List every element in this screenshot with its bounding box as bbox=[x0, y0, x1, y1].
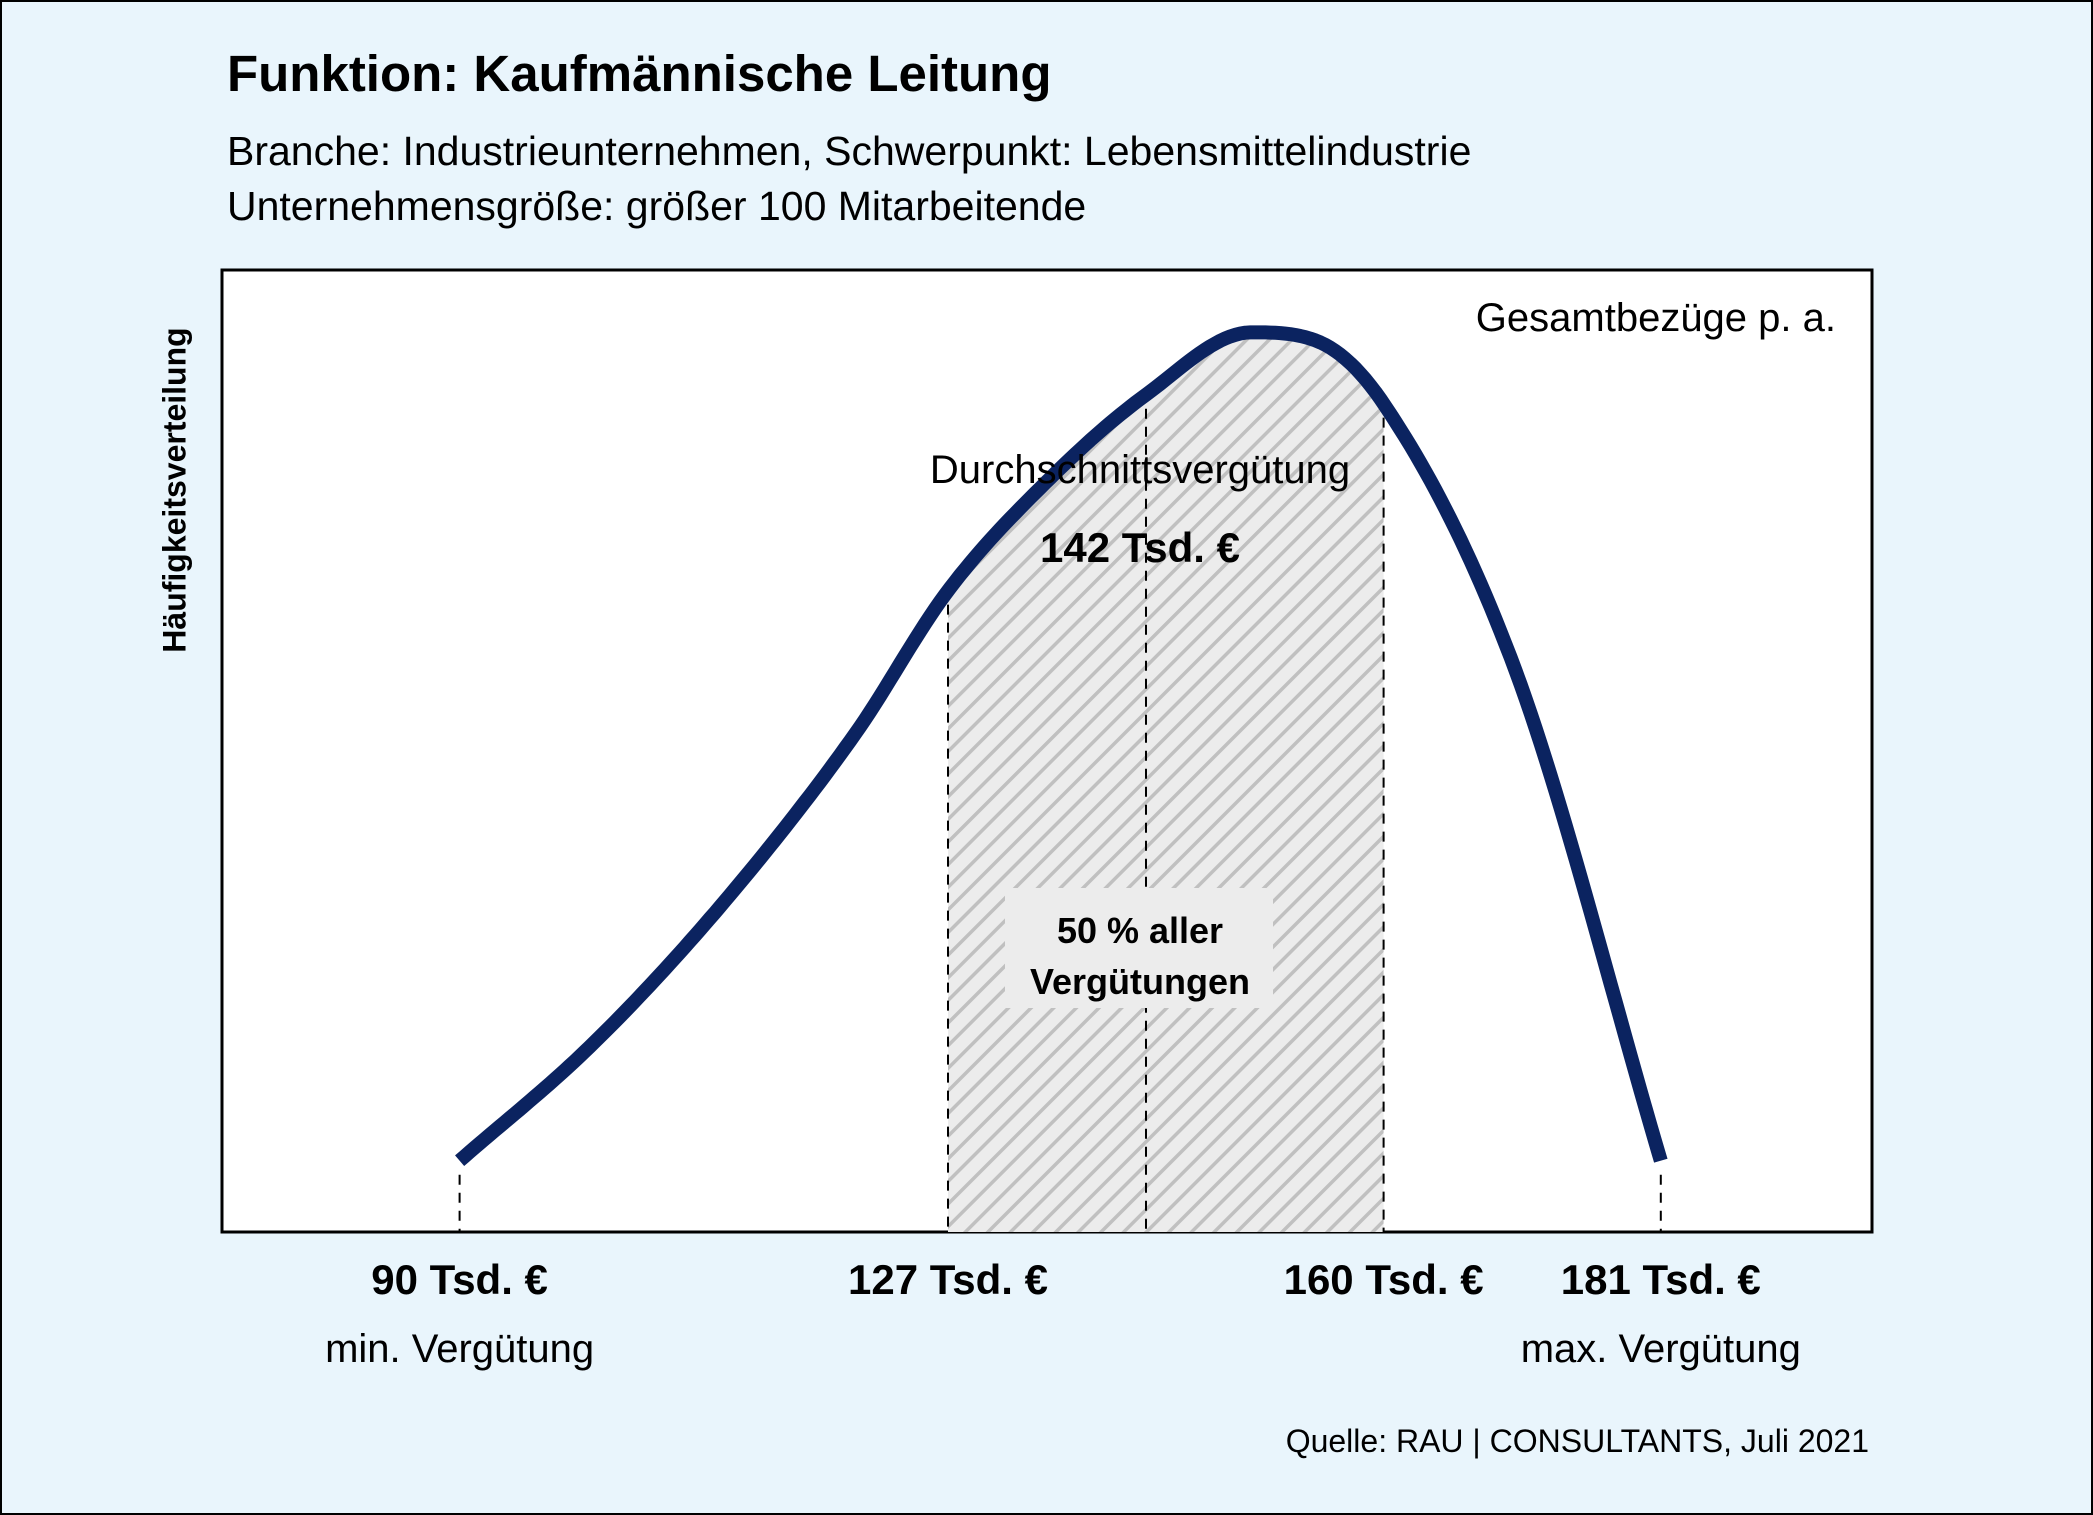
band-label-line2: Vergütungen bbox=[1030, 961, 1250, 1002]
tick-caption-0: min. Vergütung bbox=[325, 1327, 594, 1371]
chart-subtitle-industry: Branche: Industrieunternehmen, Schwerpun… bbox=[227, 128, 1472, 174]
tick-label-1: 127 Tsd. € bbox=[848, 1256, 1048, 1303]
source-note: Quelle: RAU | CONSULTANTS, Juli 2021 bbox=[1285, 1423, 1869, 1459]
average-heading: Durchschnittsvergütung bbox=[930, 448, 1350, 492]
band-label-line1: 50 % aller bbox=[1057, 910, 1223, 951]
chart-subtitle-company-size: Unternehmensgröße: größer 100 Mitarbeite… bbox=[227, 183, 1087, 229]
tick-caption-4: max. Vergütung bbox=[1521, 1327, 1801, 1371]
tick-label-4: 181 Tsd. € bbox=[1561, 1256, 1761, 1303]
average-value-label: 142 Tsd. € bbox=[1040, 524, 1240, 571]
distribution-curve bbox=[455, 325, 1668, 1167]
tick-label-3: 160 Tsd. € bbox=[1284, 1256, 1484, 1303]
chart-title: Funktion: Kaufmännische Leitung bbox=[227, 45, 1052, 102]
corner-label: Gesamtbezüge p. a. bbox=[1476, 296, 1836, 340]
band-label-backdrop bbox=[1005, 888, 1273, 1008]
tick-label-0: 90 Tsd. € bbox=[371, 1256, 548, 1303]
